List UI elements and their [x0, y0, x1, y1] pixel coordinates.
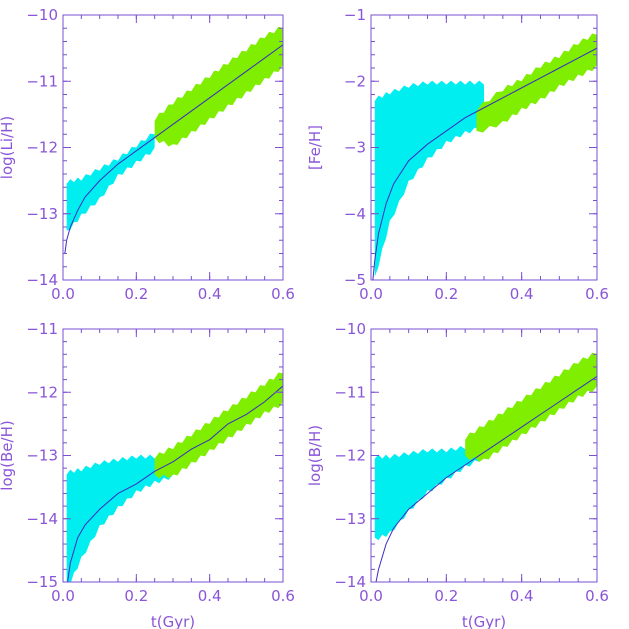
model-line	[372, 47, 597, 280]
y-tick-label: −12	[334, 447, 366, 465]
x-tick-label: 0.6	[271, 587, 295, 605]
y-tick-label: −4	[344, 205, 366, 223]
y-tick-label: −13	[26, 447, 58, 465]
y-tick-label: −1	[344, 6, 366, 24]
x-tick-label: 0.6	[271, 285, 295, 303]
panel-2: 0.0 0.2 0.4 0.6 −5 −4 −3 −2 −1 [Fe/H]	[306, 6, 609, 303]
x-axis-title: t(Gyr)	[462, 613, 506, 629]
y-tick-label: −3	[344, 139, 366, 157]
x-tick-label: 0.2	[434, 587, 458, 605]
green-band	[154, 372, 283, 479]
model-line	[64, 44, 283, 254]
x-tick-label: 0.0	[359, 587, 383, 605]
y-tick-label: −10	[334, 320, 366, 338]
y-tick-label: −14	[334, 573, 366, 591]
panel-1: 0.0 0.2 0.4 0.6 −14 −13 −12 −11 −10 log(Li/H)	[0, 6, 295, 303]
y-tick-label: −13	[334, 510, 366, 528]
y-axis-title: log(Li/H)	[0, 116, 16, 179]
cyan-band	[66, 133, 155, 231]
x-tick-label: 0.0	[359, 285, 383, 303]
cyan-band	[374, 80, 484, 277]
y-tick-label: −13	[26, 205, 58, 223]
x-tick-label: 0.4	[198, 285, 222, 303]
x-tick-label: 0.4	[510, 587, 534, 605]
y-tick-label: −2	[344, 72, 366, 90]
cyan-band	[374, 445, 484, 541]
y-axis-title: log(B/H)	[306, 425, 324, 486]
y-tick-label: −11	[334, 383, 366, 401]
green-band	[465, 352, 597, 462]
x-tick-label: 0.0	[51, 285, 75, 303]
model-line	[375, 376, 597, 582]
y-tick-label: −12	[26, 139, 58, 157]
y-tick-label: −5	[344, 271, 366, 289]
x-tick-label: 0.4	[198, 587, 222, 605]
y-tick-label: −10	[26, 6, 58, 24]
y-axis-title: [Fe/H]	[306, 125, 324, 170]
y-tick-label: −11	[26, 72, 58, 90]
y-axis-title: log(Be/H)	[0, 420, 16, 490]
green-band	[154, 26, 283, 147]
y-tick-label: −11	[26, 320, 58, 338]
panel-3: 0.0 0.2 0.4 0.6 −15 −14 −13 −12 −11 log(Be/H) t(Gy…	[0, 320, 295, 629]
x-tick-label: 0.6	[585, 587, 609, 605]
x-tick-label: 0.2	[124, 285, 148, 303]
green-band	[476, 33, 597, 133]
y-tick-label: −14	[26, 271, 58, 289]
cyan-band	[66, 452, 173, 582]
x-tick-label: 0.6	[585, 285, 609, 303]
x-tick-label: 0.0	[51, 587, 75, 605]
y-tick-label: −15	[26, 573, 58, 591]
x-tick-label: 0.2	[124, 587, 148, 605]
x-axis-title: t(Gyr)	[151, 613, 195, 629]
x-tick-label: 0.2	[434, 285, 458, 303]
y-tick-label: −12	[26, 383, 58, 401]
panel-4: 0.0 0.2 0.4 0.6 −14 −13 −12 −11 −10 log(B/H) t(Gyr…	[306, 320, 609, 629]
x-tick-label: 0.4	[510, 285, 534, 303]
model-line	[67, 385, 283, 582]
y-tick-label: −14	[26, 510, 58, 528]
